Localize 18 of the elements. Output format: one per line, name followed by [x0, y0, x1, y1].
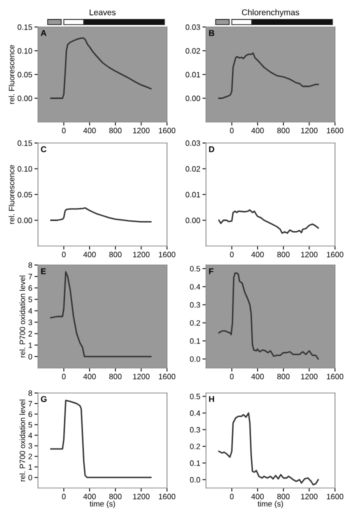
line-series	[218, 272, 319, 360]
annotation: E	[41, 268, 46, 274]
annotation: A	[40, 30, 46, 36]
annotation: H	[209, 396, 214, 402]
annotation: G	[40, 396, 47, 402]
line-series	[50, 271, 152, 358]
annotation: C	[40, 146, 46, 152]
line-series	[50, 37, 152, 99]
annotation: B	[209, 30, 214, 36]
chart-title: Leaves	[90, 9, 116, 16]
line-series	[50, 207, 152, 222]
line-series	[218, 412, 319, 486]
line-series	[218, 52, 319, 99]
annotation: F	[209, 268, 214, 274]
annotation: D	[209, 146, 214, 152]
line-series	[50, 400, 152, 478]
line-series	[218, 209, 319, 234]
chart-title: Chlorenchymas	[242, 9, 300, 17]
